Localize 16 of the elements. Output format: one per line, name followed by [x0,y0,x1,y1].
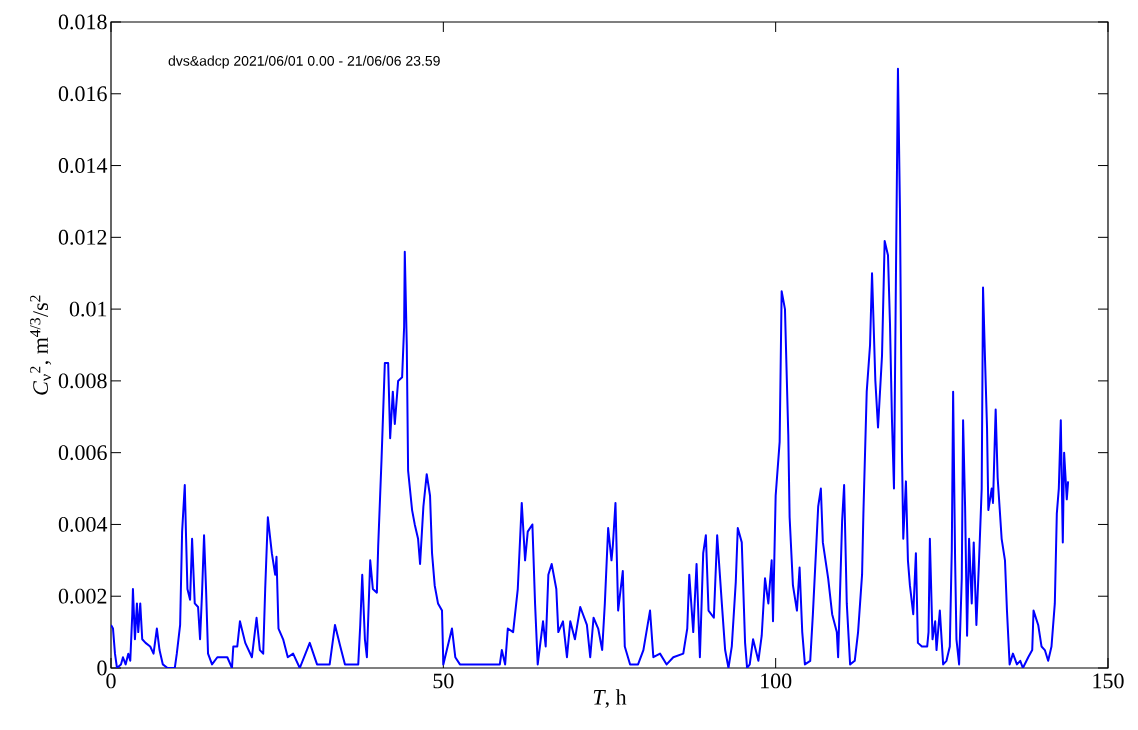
x-tick-label: 150 [1093,673,1124,689]
y-tick-label: 0.014 [58,158,108,174]
y-tick-label: 0.006 [58,445,107,461]
y-axis-title: C$_{ν}$$^{2}$, m$^{4/3}$/s$^{2}$ [30,295,52,395]
y-tick-label: 0.016 [58,86,107,102]
y-tick-label: 0.008 [58,373,107,389]
y-tick-label: 0.01 [69,301,107,317]
annotation: dvs&adcp 2021/06/01 0.00 - 21/06/06 23.59 [168,55,440,69]
y-tick-label: 0 [97,660,107,676]
y-tick-label: 0.004 [58,516,108,532]
x-axis-title: T, h [593,689,627,708]
x-tick-label: 100 [761,673,792,689]
x-tick-label: 50 [433,673,454,689]
y-tick-label: 0.012 [58,229,107,245]
y-tick-label: 0.002 [58,588,107,604]
y-tick-label: 0.018 [58,14,107,30]
